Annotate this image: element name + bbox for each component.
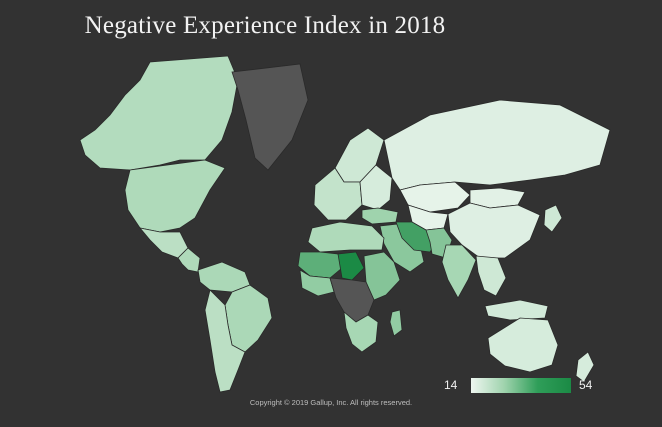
region-india bbox=[441, 244, 477, 299]
region-mexico bbox=[138, 227, 189, 259]
region-china bbox=[447, 202, 541, 259]
region-southern-africa bbox=[343, 311, 379, 353]
region-australia bbox=[487, 317, 559, 373]
region-northern-south-america bbox=[197, 261, 251, 293]
region-russia bbox=[383, 99, 611, 191]
region-canada bbox=[79, 55, 239, 171]
region-greenland bbox=[231, 63, 309, 171]
region-eastern-europe bbox=[359, 164, 393, 211]
region-madagascar bbox=[389, 309, 403, 337]
region-north-africa bbox=[307, 221, 385, 253]
legend-color-scale bbox=[471, 378, 571, 393]
region-southeast-asia bbox=[475, 255, 507, 297]
region-japan bbox=[543, 204, 563, 233]
copyright-notice: Copyright © 2019 Gallup, Inc. All rights… bbox=[249, 398, 413, 407]
region-brazil bbox=[224, 284, 273, 353]
region-southern-south-america bbox=[204, 289, 246, 393]
region-chad bbox=[337, 251, 365, 281]
region-sahel bbox=[297, 251, 343, 279]
legend-min-label: 14 bbox=[444, 378, 458, 392]
legend-max-label: 54 bbox=[579, 378, 593, 392]
map-title: Negative Experience Index in 2018 bbox=[84, 12, 446, 39]
region-indonesia bbox=[484, 299, 549, 321]
region-turkey bbox=[361, 207, 399, 225]
region-united-states bbox=[124, 159, 226, 233]
region-new-zealand bbox=[575, 351, 595, 383]
